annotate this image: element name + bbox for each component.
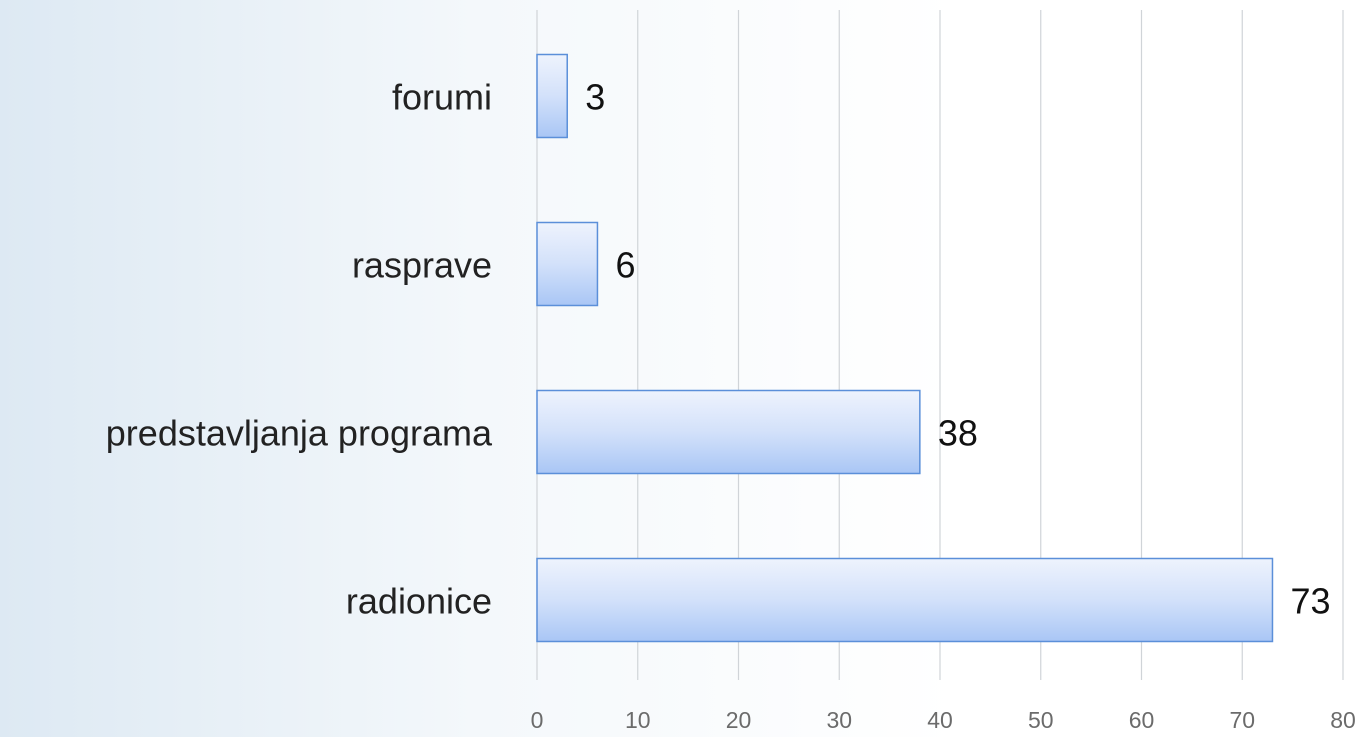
x-tick-label: 60 (1129, 707, 1155, 733)
data-label: 38 (938, 413, 978, 454)
x-tick-label: 20 (726, 707, 752, 733)
bar (536, 389, 921, 475)
bar (536, 557, 1274, 643)
data-label: 6 (615, 245, 635, 286)
x-tick-label: 0 (531, 707, 544, 733)
data-label: 3 (585, 77, 605, 118)
data-label: 73 (1290, 581, 1330, 622)
y-tick-label: radionice (346, 581, 492, 622)
x-tick-label: 10 (625, 707, 651, 733)
x-tick-label: 30 (826, 707, 852, 733)
y-tick-label: rasprave (352, 245, 492, 286)
y-tick-label: forumi (392, 77, 492, 118)
bar (536, 221, 599, 307)
x-tick-label: 50 (1028, 707, 1054, 733)
bar (536, 53, 568, 139)
y-tick-label: predstavljanja programa (106, 413, 493, 454)
x-tick-label: 70 (1229, 707, 1255, 733)
x-tick-label: 80 (1330, 707, 1356, 733)
x-tick-label: 40 (927, 707, 953, 733)
